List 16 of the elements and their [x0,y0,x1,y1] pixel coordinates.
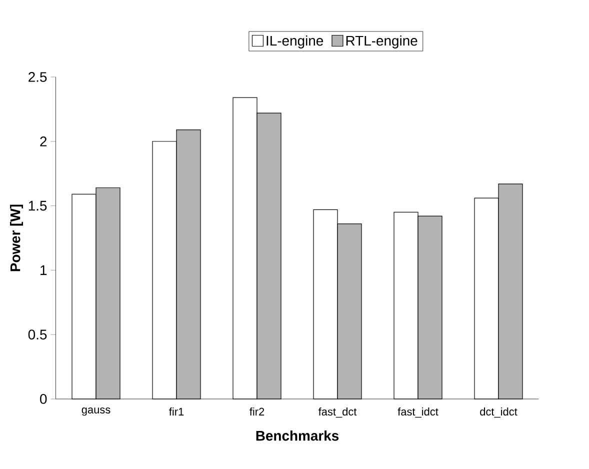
y-tick-label: 0.5 [28,330,47,340]
y-tick-label: 2 [40,136,47,146]
x-tick-label: dct_idct [480,408,518,418]
y-tick-label: 0 [40,394,47,404]
x-axis-title: Benchmarks [256,430,339,441]
y-axis-title: Power [W] [10,204,24,272]
y-tick-label: 1.5 [28,200,47,211]
legend-label: IL-engine [266,35,324,48]
legend-label: RTL-engine [346,35,418,48]
x-tick-label: fir1 [169,408,184,416]
x-tick-label: fast_idct [398,408,438,418]
y-tick-label: 1 [40,265,47,275]
y-tick-label: 2.5 [28,72,47,82]
x-tick-label: fir2 [250,408,264,416]
x-tick-label: gauss [82,408,110,416]
x-tick-label: fast_dct [318,408,357,418]
